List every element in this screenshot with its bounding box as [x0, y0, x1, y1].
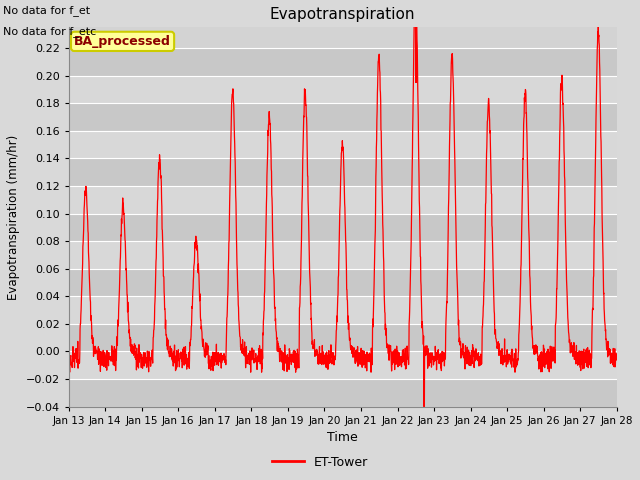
- Bar: [68, 186, 617, 214]
- Bar: [68, 296, 617, 324]
- Bar: [68, 351, 617, 379]
- X-axis label: Time: Time: [327, 431, 358, 444]
- ET-Tower: [65, 352, 72, 358]
- Bar: [68, 103, 617, 131]
- Text: No data for f_et: No data for f_et: [3, 5, 90, 16]
- Bar: [68, 75, 617, 103]
- Bar: [68, 269, 617, 296]
- Y-axis label: Evapotranspiration (mm/hr): Evapotranspiration (mm/hr): [7, 134, 20, 300]
- Bar: [68, 241, 617, 269]
- Text: No data for f_etc: No data for f_etc: [3, 26, 97, 37]
- ET-Tower: [420, 404, 428, 409]
- ET-Tower: [502, 364, 510, 370]
- Bar: [68, 131, 617, 158]
- ET-Tower: [218, 352, 225, 358]
- Legend: ET-Tower: ET-Tower: [268, 451, 372, 474]
- ET-Tower: [613, 354, 621, 360]
- Text: BA_processed: BA_processed: [74, 35, 171, 48]
- Bar: [68, 214, 617, 241]
- ET-Tower: [565, 331, 573, 336]
- ET-Tower: [371, 268, 378, 274]
- Title: Evapotranspiration: Evapotranspiration: [270, 7, 415, 22]
- Bar: [68, 158, 617, 186]
- Bar: [68, 48, 617, 75]
- ET-Tower: [358, 359, 366, 364]
- Bar: [68, 324, 617, 351]
- Line: ET-Tower: ET-Tower: [68, 7, 617, 407]
- ET-Tower: [411, 4, 419, 10]
- ET-Tower: [580, 359, 588, 364]
- Bar: [68, 379, 617, 407]
